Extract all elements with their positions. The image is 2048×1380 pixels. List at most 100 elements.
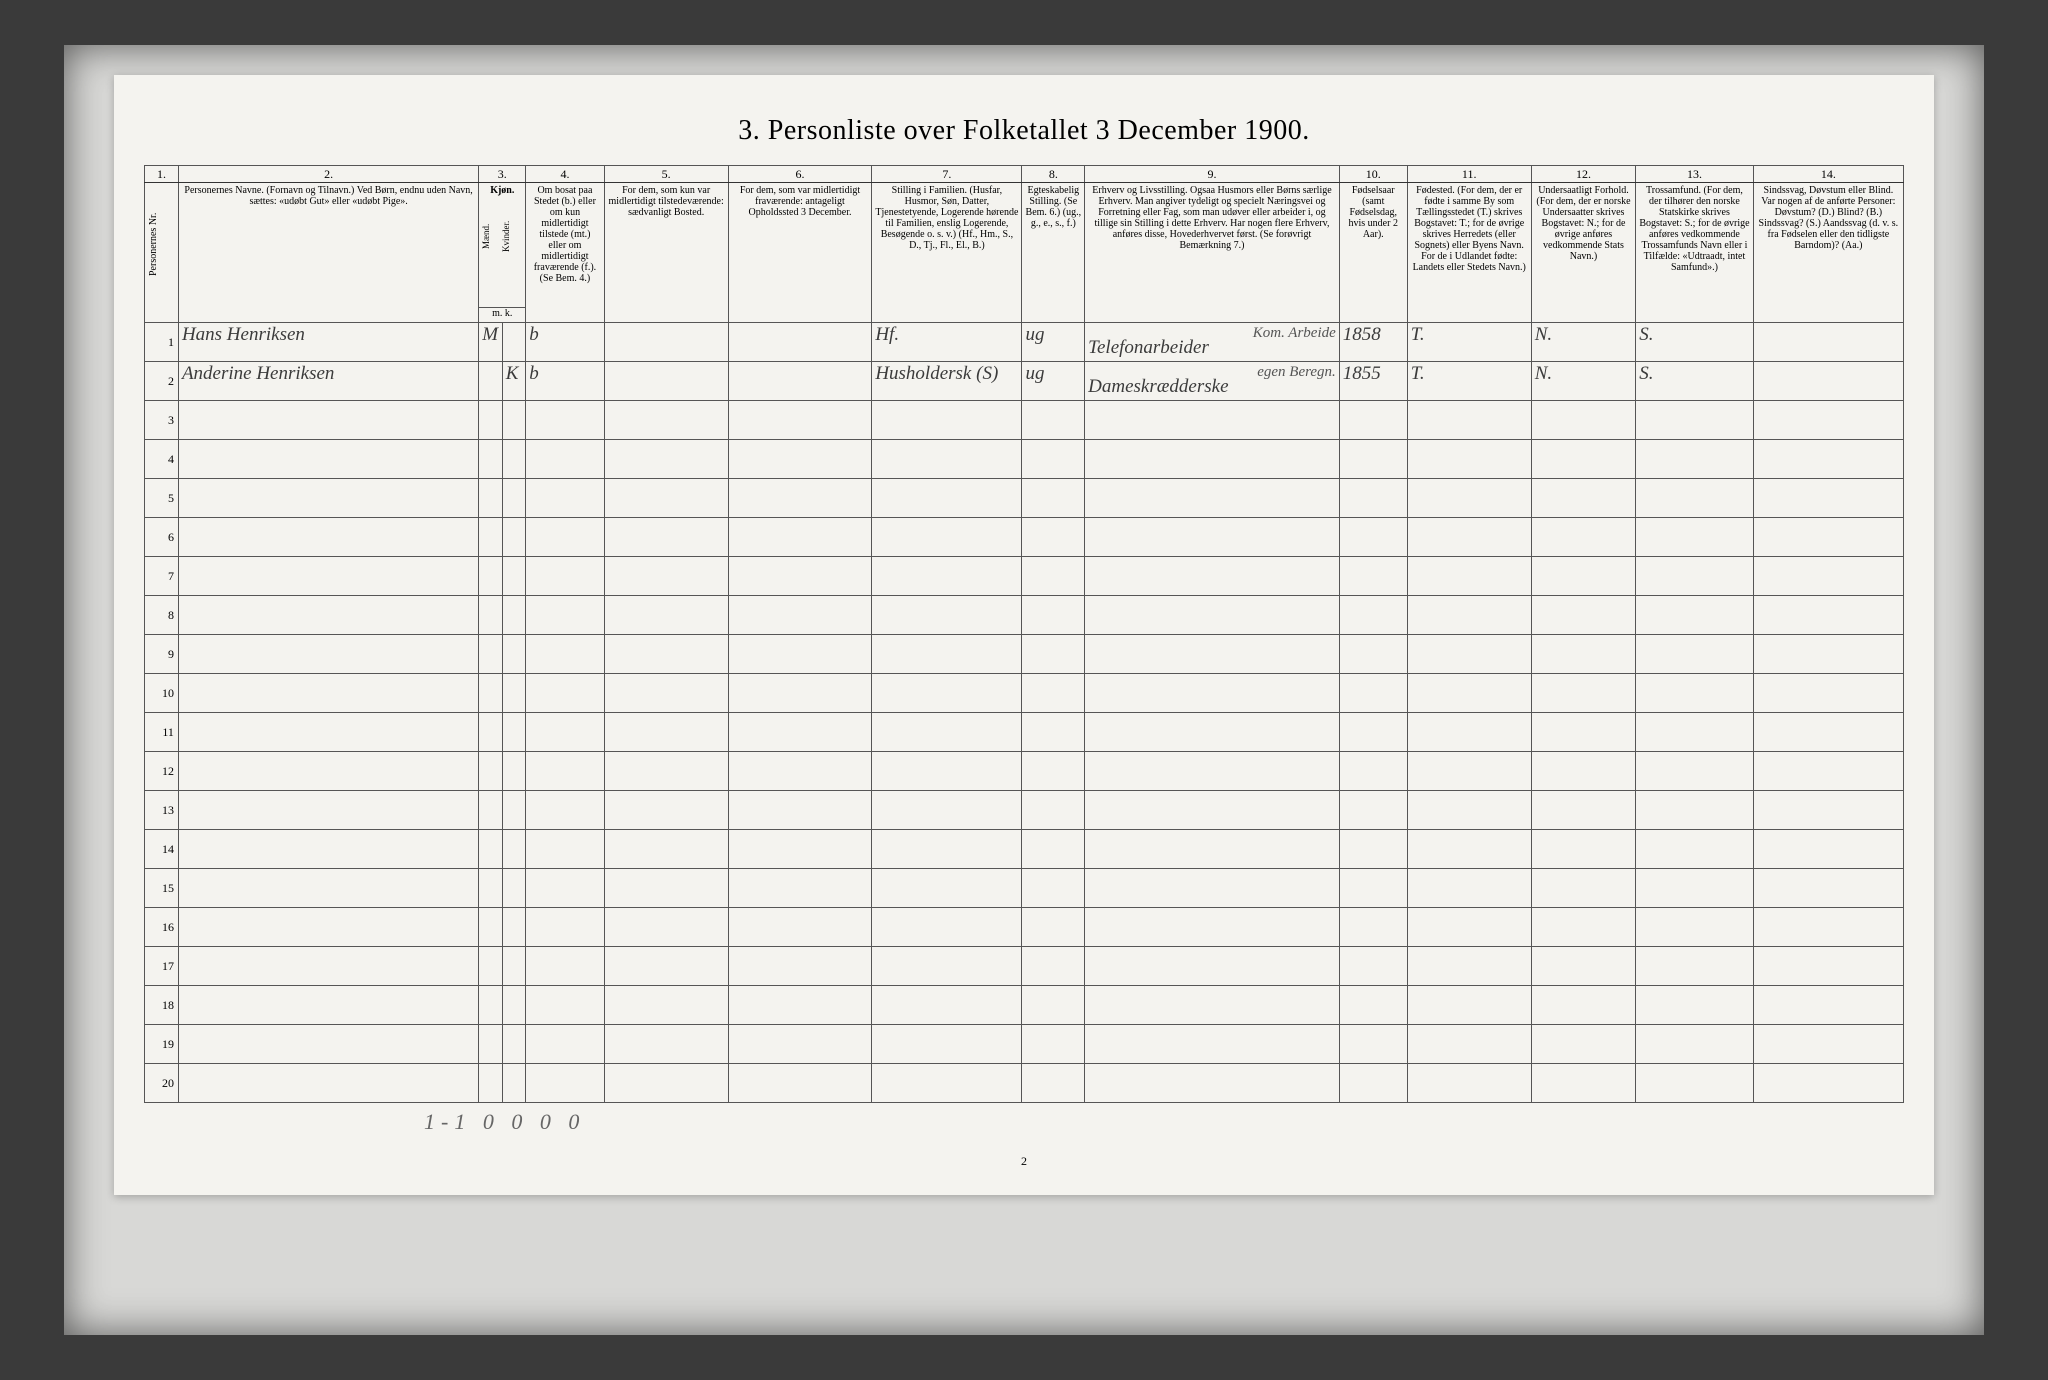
- cell-empty: [502, 596, 526, 635]
- cell-empty: [1085, 830, 1340, 869]
- cell-rownum: 16: [145, 908, 179, 947]
- cell-empty: [728, 830, 872, 869]
- cell-empty: [1636, 908, 1754, 947]
- table-row: 11: [145, 713, 1904, 752]
- cell-temp-present: [604, 323, 728, 362]
- cell-empty: [1339, 674, 1407, 713]
- cell-empty: [178, 557, 478, 596]
- cell-empty: [1753, 479, 1903, 518]
- cell-empty: [1339, 518, 1407, 557]
- cell-empty: [1531, 830, 1635, 869]
- cell-empty: [604, 1025, 728, 1064]
- cell-empty: [502, 830, 526, 869]
- cell-empty: [178, 518, 478, 557]
- cell-empty: [479, 440, 503, 479]
- cell-empty: [1753, 791, 1903, 830]
- cell-empty: [178, 752, 478, 791]
- colnum-12: 12.: [1531, 166, 1635, 183]
- cell-empty: [1085, 908, 1340, 947]
- cell-empty: [1636, 947, 1754, 986]
- cell-empty: [1407, 674, 1531, 713]
- cell-empty: [526, 947, 604, 986]
- cell-empty: [1636, 1064, 1754, 1103]
- cell-sex-k: K: [502, 362, 526, 401]
- cell-empty: [1636, 986, 1754, 1025]
- cell-empty: [1407, 986, 1531, 1025]
- colnum-9: 9.: [1085, 166, 1340, 183]
- cell-empty: [1753, 518, 1903, 557]
- cell-empty: [1339, 596, 1407, 635]
- cell-empty: [526, 401, 604, 440]
- cell-empty: [1636, 713, 1754, 752]
- head-sex-m: Mænd.: [482, 196, 502, 276]
- cell-empty: [479, 986, 503, 1025]
- column-header-row: Personernes Nr. Personernes Navne. (Forn…: [145, 183, 1904, 308]
- cell-empty: [1022, 401, 1085, 440]
- cell-empty: [502, 440, 526, 479]
- cell-empty: [178, 869, 478, 908]
- cell-empty: [872, 596, 1022, 635]
- cell-empty: [479, 479, 503, 518]
- cell-empty: [728, 1025, 872, 1064]
- cell-empty: [1022, 986, 1085, 1025]
- census-form-paper: 3. Personliste over Folketallet 3 Decemb…: [114, 75, 1934, 1195]
- cell-empty: [728, 440, 872, 479]
- cell-empty: [872, 635, 1022, 674]
- cell-empty: [1531, 1064, 1635, 1103]
- cell-empty: [178, 596, 478, 635]
- cell-empty: [728, 791, 872, 830]
- cell-rownum: 11: [145, 713, 179, 752]
- cell-empty: [1753, 674, 1903, 713]
- cell-rownum: 17: [145, 947, 179, 986]
- cell-empty: [1531, 713, 1635, 752]
- cell-empty: [1407, 1064, 1531, 1103]
- table-row: 13: [145, 791, 1904, 830]
- cell-empty: [178, 440, 478, 479]
- cell-empty: [1636, 557, 1754, 596]
- cell-empty: [1636, 791, 1754, 830]
- head-names: Personernes Navne. (Fornavn og Tilnavn.)…: [178, 183, 478, 323]
- cell-empty: [178, 1025, 478, 1064]
- cell-empty: [872, 947, 1022, 986]
- cell-empty: [604, 674, 728, 713]
- cell-empty: [178, 830, 478, 869]
- cell-empty: [728, 401, 872, 440]
- cell-empty: [1753, 635, 1903, 674]
- head-family-position: Stilling i Familien. (Husfar, Husmor, Sø…: [872, 183, 1022, 323]
- cell-empty: [1022, 518, 1085, 557]
- cell-sex-k: [502, 323, 526, 362]
- cell-empty: [502, 1025, 526, 1064]
- cell-rownum: 12: [145, 752, 179, 791]
- cell-empty: [502, 986, 526, 1025]
- cell-empty: [1636, 752, 1754, 791]
- cell-empty: [502, 947, 526, 986]
- colnum-8: 8.: [1022, 166, 1085, 183]
- cell-empty: [178, 908, 478, 947]
- cell-empty: [872, 869, 1022, 908]
- cell-empty: [728, 908, 872, 947]
- cell-empty: [1753, 908, 1903, 947]
- cell-empty: [604, 869, 728, 908]
- cell-name: Anderine Henriksen: [178, 362, 478, 401]
- cell-empty: [604, 596, 728, 635]
- census-tbody: 1Hans HenriksenMbHf.ugKom. ArbeideTelefo…: [145, 323, 1904, 1103]
- cell-empty: [872, 908, 1022, 947]
- cell-empty: [1407, 869, 1531, 908]
- cell-rownum: 19: [145, 1025, 179, 1064]
- cell-empty: [526, 1025, 604, 1064]
- cell-empty: [1531, 674, 1635, 713]
- cell-empty: [1407, 440, 1531, 479]
- cell-empty: [1085, 518, 1340, 557]
- cell-rownum: 20: [145, 1064, 179, 1103]
- cell-empty: [479, 635, 503, 674]
- cell-empty: [1022, 1025, 1085, 1064]
- cell-empty: [1531, 479, 1635, 518]
- cell-empty: [872, 713, 1022, 752]
- cell-empty: [1753, 1064, 1903, 1103]
- head-person-no: Personernes Nr.: [145, 183, 179, 323]
- cell-empty: [728, 869, 872, 908]
- cell-empty: [178, 791, 478, 830]
- cell-rownum: 13: [145, 791, 179, 830]
- cell-empty: [1407, 713, 1531, 752]
- cell-empty: [479, 830, 503, 869]
